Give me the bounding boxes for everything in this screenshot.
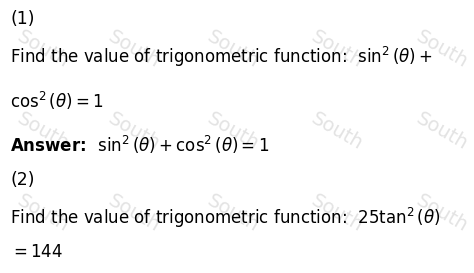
Text: South: South (308, 109, 366, 153)
Text: (1): (1) (10, 10, 35, 28)
Text: South: South (104, 109, 163, 153)
Text: (2): (2) (10, 171, 35, 189)
Text: South: South (14, 27, 73, 72)
Text: Find the value of trigonometric function:  $25\tan^{2}(\theta)$: Find the value of trigonometric function… (10, 206, 441, 230)
Text: South: South (14, 109, 73, 153)
Text: South: South (308, 27, 366, 72)
Text: Find the value of trigonometric function:  $\sin^{2}(\theta)+$: Find the value of trigonometric function… (10, 45, 433, 69)
Text: South: South (204, 27, 262, 72)
Text: South: South (104, 191, 163, 235)
Text: South: South (308, 191, 366, 235)
Text: $=144$: $=144$ (10, 243, 64, 261)
Text: South: South (412, 27, 471, 72)
Text: Answer:  $\sin^{2}(\theta)+\cos^{2}(\theta)=1$: Answer: $\sin^{2}(\theta)+\cos^{2}(\thet… (10, 134, 270, 156)
Text: $\cos^{2}(\theta)=1$: $\cos^{2}(\theta)=1$ (10, 90, 104, 112)
Text: South: South (412, 191, 471, 235)
Text: South: South (14, 191, 73, 235)
Text: South: South (104, 27, 163, 72)
Text: South: South (204, 109, 262, 153)
Text: South: South (412, 109, 471, 153)
Text: South: South (204, 191, 262, 235)
